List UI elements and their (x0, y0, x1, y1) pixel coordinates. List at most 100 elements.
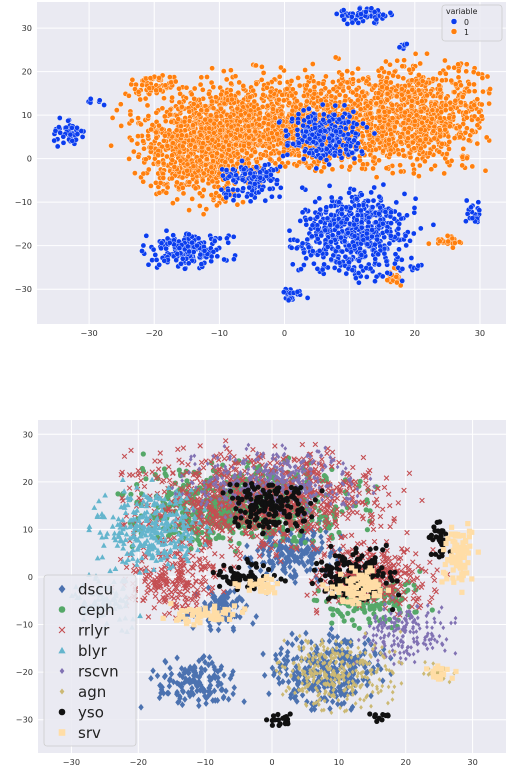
data-point (156, 189, 163, 196)
data-point (197, 81, 204, 88)
data-point (341, 238, 348, 244)
data-point (346, 259, 352, 266)
data-point (237, 133, 243, 139)
data-point (375, 90, 382, 96)
data-point (394, 119, 400, 125)
data-point (295, 111, 302, 117)
data-point (346, 242, 352, 249)
data-point (368, 189, 375, 196)
data-point (405, 117, 412, 123)
data-point (389, 115, 396, 121)
data-point (286, 227, 293, 234)
data-point (284, 151, 291, 158)
data-point (190, 101, 197, 107)
data-point (253, 81, 260, 87)
data-point (186, 179, 193, 185)
data-point (132, 170, 138, 176)
data-point (214, 202, 220, 209)
data-point (176, 85, 182, 92)
data-point (326, 182, 333, 189)
data-point (245, 134, 252, 141)
data-point (295, 119, 301, 126)
data-point (251, 98, 258, 105)
data-point (137, 96, 143, 103)
data-point (399, 147, 406, 153)
data-point (67, 131, 74, 138)
data-point (207, 117, 214, 124)
data-point (321, 134, 327, 141)
data-point (401, 191, 408, 197)
data-point (401, 57, 407, 64)
data-point (209, 169, 215, 176)
data-point (254, 158, 260, 165)
data-point (298, 266, 304, 272)
data-point (457, 134, 463, 140)
data-point (129, 77, 136, 83)
data-point (421, 115, 428, 121)
data-point (414, 156, 421, 162)
data-point (336, 259, 343, 266)
data-point (162, 118, 169, 124)
data-point (247, 107, 254, 114)
data-point (230, 233, 237, 240)
data-point (328, 238, 334, 245)
data-point (246, 160, 252, 167)
data-point (476, 109, 482, 115)
data-point (400, 120, 407, 126)
data-point (349, 267, 356, 273)
data-point (109, 115, 116, 121)
data-point (199, 177, 206, 184)
data-point (397, 134, 404, 140)
data-point (326, 89, 333, 95)
data-point (383, 79, 390, 85)
data-point (74, 125, 80, 131)
data-point (339, 248, 346, 255)
data-point (351, 186, 357, 193)
data-point (57, 115, 63, 121)
data-point (429, 116, 435, 122)
data-point (374, 236, 381, 243)
data-point (171, 164, 178, 170)
data-point (469, 163, 476, 170)
data-point (410, 162, 416, 168)
data-point (223, 76, 230, 83)
data-point (251, 104, 257, 110)
data-point (452, 97, 459, 104)
data-point (161, 113, 168, 120)
data-point (135, 115, 141, 121)
data-point (196, 203, 203, 209)
data-point (220, 172, 226, 179)
data-point (163, 189, 170, 196)
data-point (259, 186, 265, 193)
data-point (437, 86, 444, 93)
data-point (293, 162, 300, 169)
data-point (399, 278, 406, 284)
data-point (234, 201, 241, 208)
data-point (338, 71, 345, 78)
data-point (363, 230, 370, 237)
data-point (363, 124, 370, 131)
data-point (179, 143, 186, 150)
data-point (266, 186, 273, 192)
data-point (372, 256, 379, 262)
data-point (347, 163, 354, 170)
data-point (324, 102, 331, 109)
data-point (200, 170, 207, 177)
data-point (74, 131, 81, 137)
x-tick-label: −10 (197, 757, 214, 767)
data-point (321, 261, 327, 268)
data-point (330, 86, 337, 92)
data-point (474, 140, 481, 147)
data-point (446, 115, 453, 121)
data-point (349, 150, 355, 156)
data-point (274, 177, 280, 183)
data-point (227, 113, 234, 120)
data-point (262, 162, 268, 168)
data-point (213, 94, 219, 100)
data-point (459, 162, 466, 169)
data-point (248, 153, 254, 159)
legend-marker (450, 28, 458, 35)
data-point (320, 111, 327, 118)
data-point (185, 260, 192, 267)
data-point (69, 125, 75, 131)
